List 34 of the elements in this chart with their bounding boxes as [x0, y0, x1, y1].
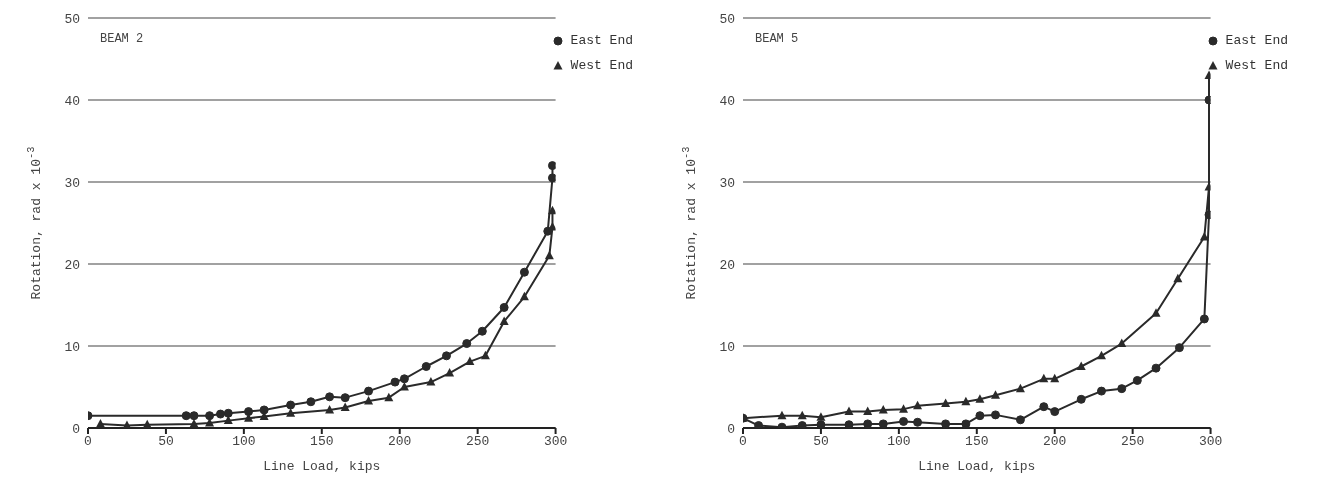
- x-tick-label: 50: [813, 434, 829, 450]
- x-tick-label: 250: [465, 434, 490, 450]
- y-tick-label: 10: [64, 339, 80, 355]
- annotation: BEAM 2: [100, 32, 144, 46]
- x-tick-label: 50: [158, 434, 174, 450]
- x-tick-label: 100: [887, 434, 911, 450]
- x-tick-label: 250: [1120, 434, 1145, 450]
- x-tick-label: 100: [232, 434, 256, 450]
- x-tick-label: 300: [543, 434, 568, 450]
- y-tick-label: 20: [64, 257, 80, 273]
- x-axis-title: Line Load, kips: [918, 459, 1036, 474]
- y-tick-label: 50: [719, 11, 735, 27]
- legend-label: East End: [570, 33, 633, 48]
- x-axis-title: Line Load, kips: [263, 459, 381, 474]
- x-tick-label: 0: [739, 434, 747, 450]
- y-tick-label: 40: [719, 93, 735, 109]
- legend-label: West End: [1225, 58, 1288, 73]
- legend-label: West End: [570, 58, 633, 73]
- x-tick-label: 0: [84, 434, 92, 450]
- annotation: BEAM 5: [755, 32, 799, 46]
- y-tick-label: 0: [72, 421, 80, 437]
- x-tick-label: 300: [1198, 434, 1223, 450]
- y-tick-label: 0: [727, 421, 735, 437]
- legend-label: East End: [1225, 33, 1288, 48]
- y-tick-label: 30: [719, 175, 735, 191]
- x-tick-label: 150: [965, 434, 989, 450]
- y-tick-label: 30: [64, 175, 80, 191]
- x-tick-label: 200: [1043, 434, 1067, 450]
- x-tick-label: 200: [388, 434, 412, 450]
- y-tick-label: 50: [64, 11, 80, 27]
- y-tick-label: 40: [64, 93, 80, 109]
- y-tick-label: 10: [719, 339, 735, 355]
- x-tick-label: 150: [310, 434, 334, 450]
- y-tick-label: 20: [719, 257, 735, 273]
